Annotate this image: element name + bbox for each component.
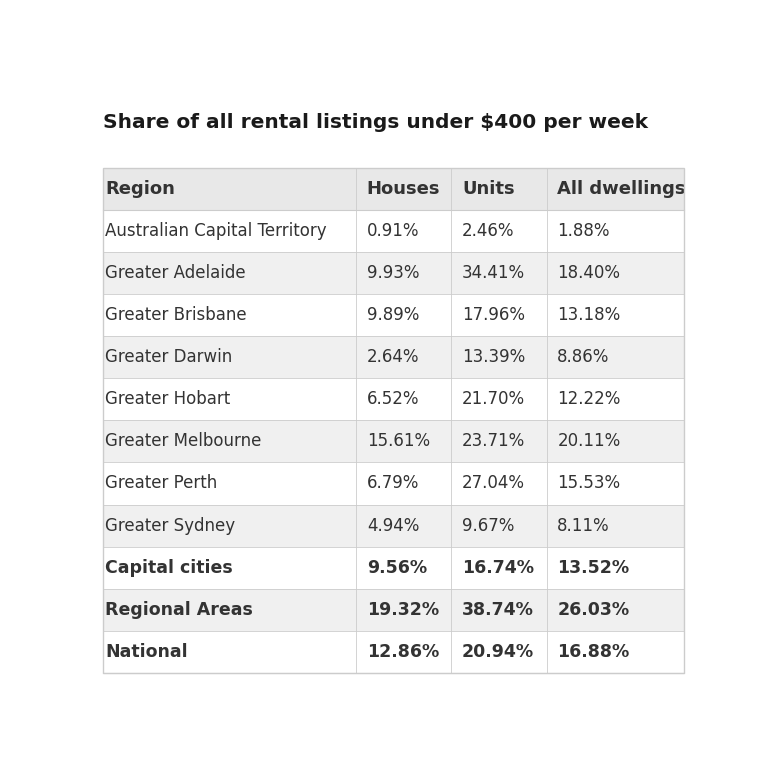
Text: 9.89%: 9.89% (367, 306, 419, 324)
Text: Greater Darwin: Greater Darwin (105, 348, 232, 366)
Text: 20.94%: 20.94% (462, 643, 535, 660)
Text: 9.67%: 9.67% (462, 517, 515, 535)
Text: 6.52%: 6.52% (367, 390, 419, 409)
Text: 27.04%: 27.04% (462, 475, 525, 492)
Text: 16.88%: 16.88% (558, 643, 630, 660)
FancyBboxPatch shape (103, 168, 684, 673)
Text: 16.74%: 16.74% (462, 558, 534, 577)
Text: Units: Units (462, 180, 515, 198)
Text: 1.88%: 1.88% (558, 222, 610, 240)
Text: 0.91%: 0.91% (367, 222, 419, 240)
Text: Greater Brisbane: Greater Brisbane (105, 306, 247, 324)
Text: 38.74%: 38.74% (462, 601, 534, 619)
Text: All dwellings: All dwellings (558, 180, 686, 198)
FancyBboxPatch shape (103, 252, 684, 294)
Text: Share of all rental listings under $400 per week: Share of all rental listings under $400 … (103, 113, 648, 132)
Text: National: National (105, 643, 187, 660)
Text: 19.32%: 19.32% (367, 601, 439, 619)
Text: 4.94%: 4.94% (367, 517, 419, 535)
Text: 34.41%: 34.41% (462, 264, 525, 282)
Text: 8.11%: 8.11% (558, 517, 610, 535)
Text: Greater Melbourne: Greater Melbourne (105, 432, 261, 450)
Text: 6.79%: 6.79% (367, 475, 419, 492)
Text: 9.56%: 9.56% (367, 558, 427, 577)
Text: 17.96%: 17.96% (462, 306, 525, 324)
Text: 2.46%: 2.46% (462, 222, 515, 240)
Text: 23.71%: 23.71% (462, 432, 525, 450)
FancyBboxPatch shape (103, 505, 684, 547)
Text: Capital cities: Capital cities (105, 558, 233, 577)
Text: 13.18%: 13.18% (558, 306, 621, 324)
Text: 13.52%: 13.52% (558, 558, 630, 577)
FancyBboxPatch shape (103, 168, 684, 210)
Text: 20.11%: 20.11% (558, 432, 621, 450)
Text: Greater Perth: Greater Perth (105, 475, 217, 492)
FancyBboxPatch shape (103, 336, 684, 379)
Text: 2.64%: 2.64% (367, 348, 419, 366)
Text: 21.70%: 21.70% (462, 390, 525, 409)
Text: Greater Adelaide: Greater Adelaide (105, 264, 246, 282)
Text: 15.61%: 15.61% (367, 432, 430, 450)
Text: Australian Capital Territory: Australian Capital Territory (105, 222, 326, 240)
FancyBboxPatch shape (103, 420, 684, 462)
FancyBboxPatch shape (103, 589, 684, 631)
Text: 12.22%: 12.22% (558, 390, 621, 409)
Text: 18.40%: 18.40% (558, 264, 621, 282)
Text: 8.86%: 8.86% (558, 348, 610, 366)
Text: Houses: Houses (367, 180, 440, 198)
Text: 12.86%: 12.86% (367, 643, 439, 660)
Text: Regional Areas: Regional Areas (105, 601, 253, 619)
Text: Greater Sydney: Greater Sydney (105, 517, 235, 535)
Text: 15.53%: 15.53% (558, 475, 621, 492)
Text: Region: Region (105, 180, 175, 198)
Text: 26.03%: 26.03% (558, 601, 630, 619)
Text: Greater Hobart: Greater Hobart (105, 390, 230, 409)
Text: 9.93%: 9.93% (367, 264, 419, 282)
Text: 13.39%: 13.39% (462, 348, 525, 366)
